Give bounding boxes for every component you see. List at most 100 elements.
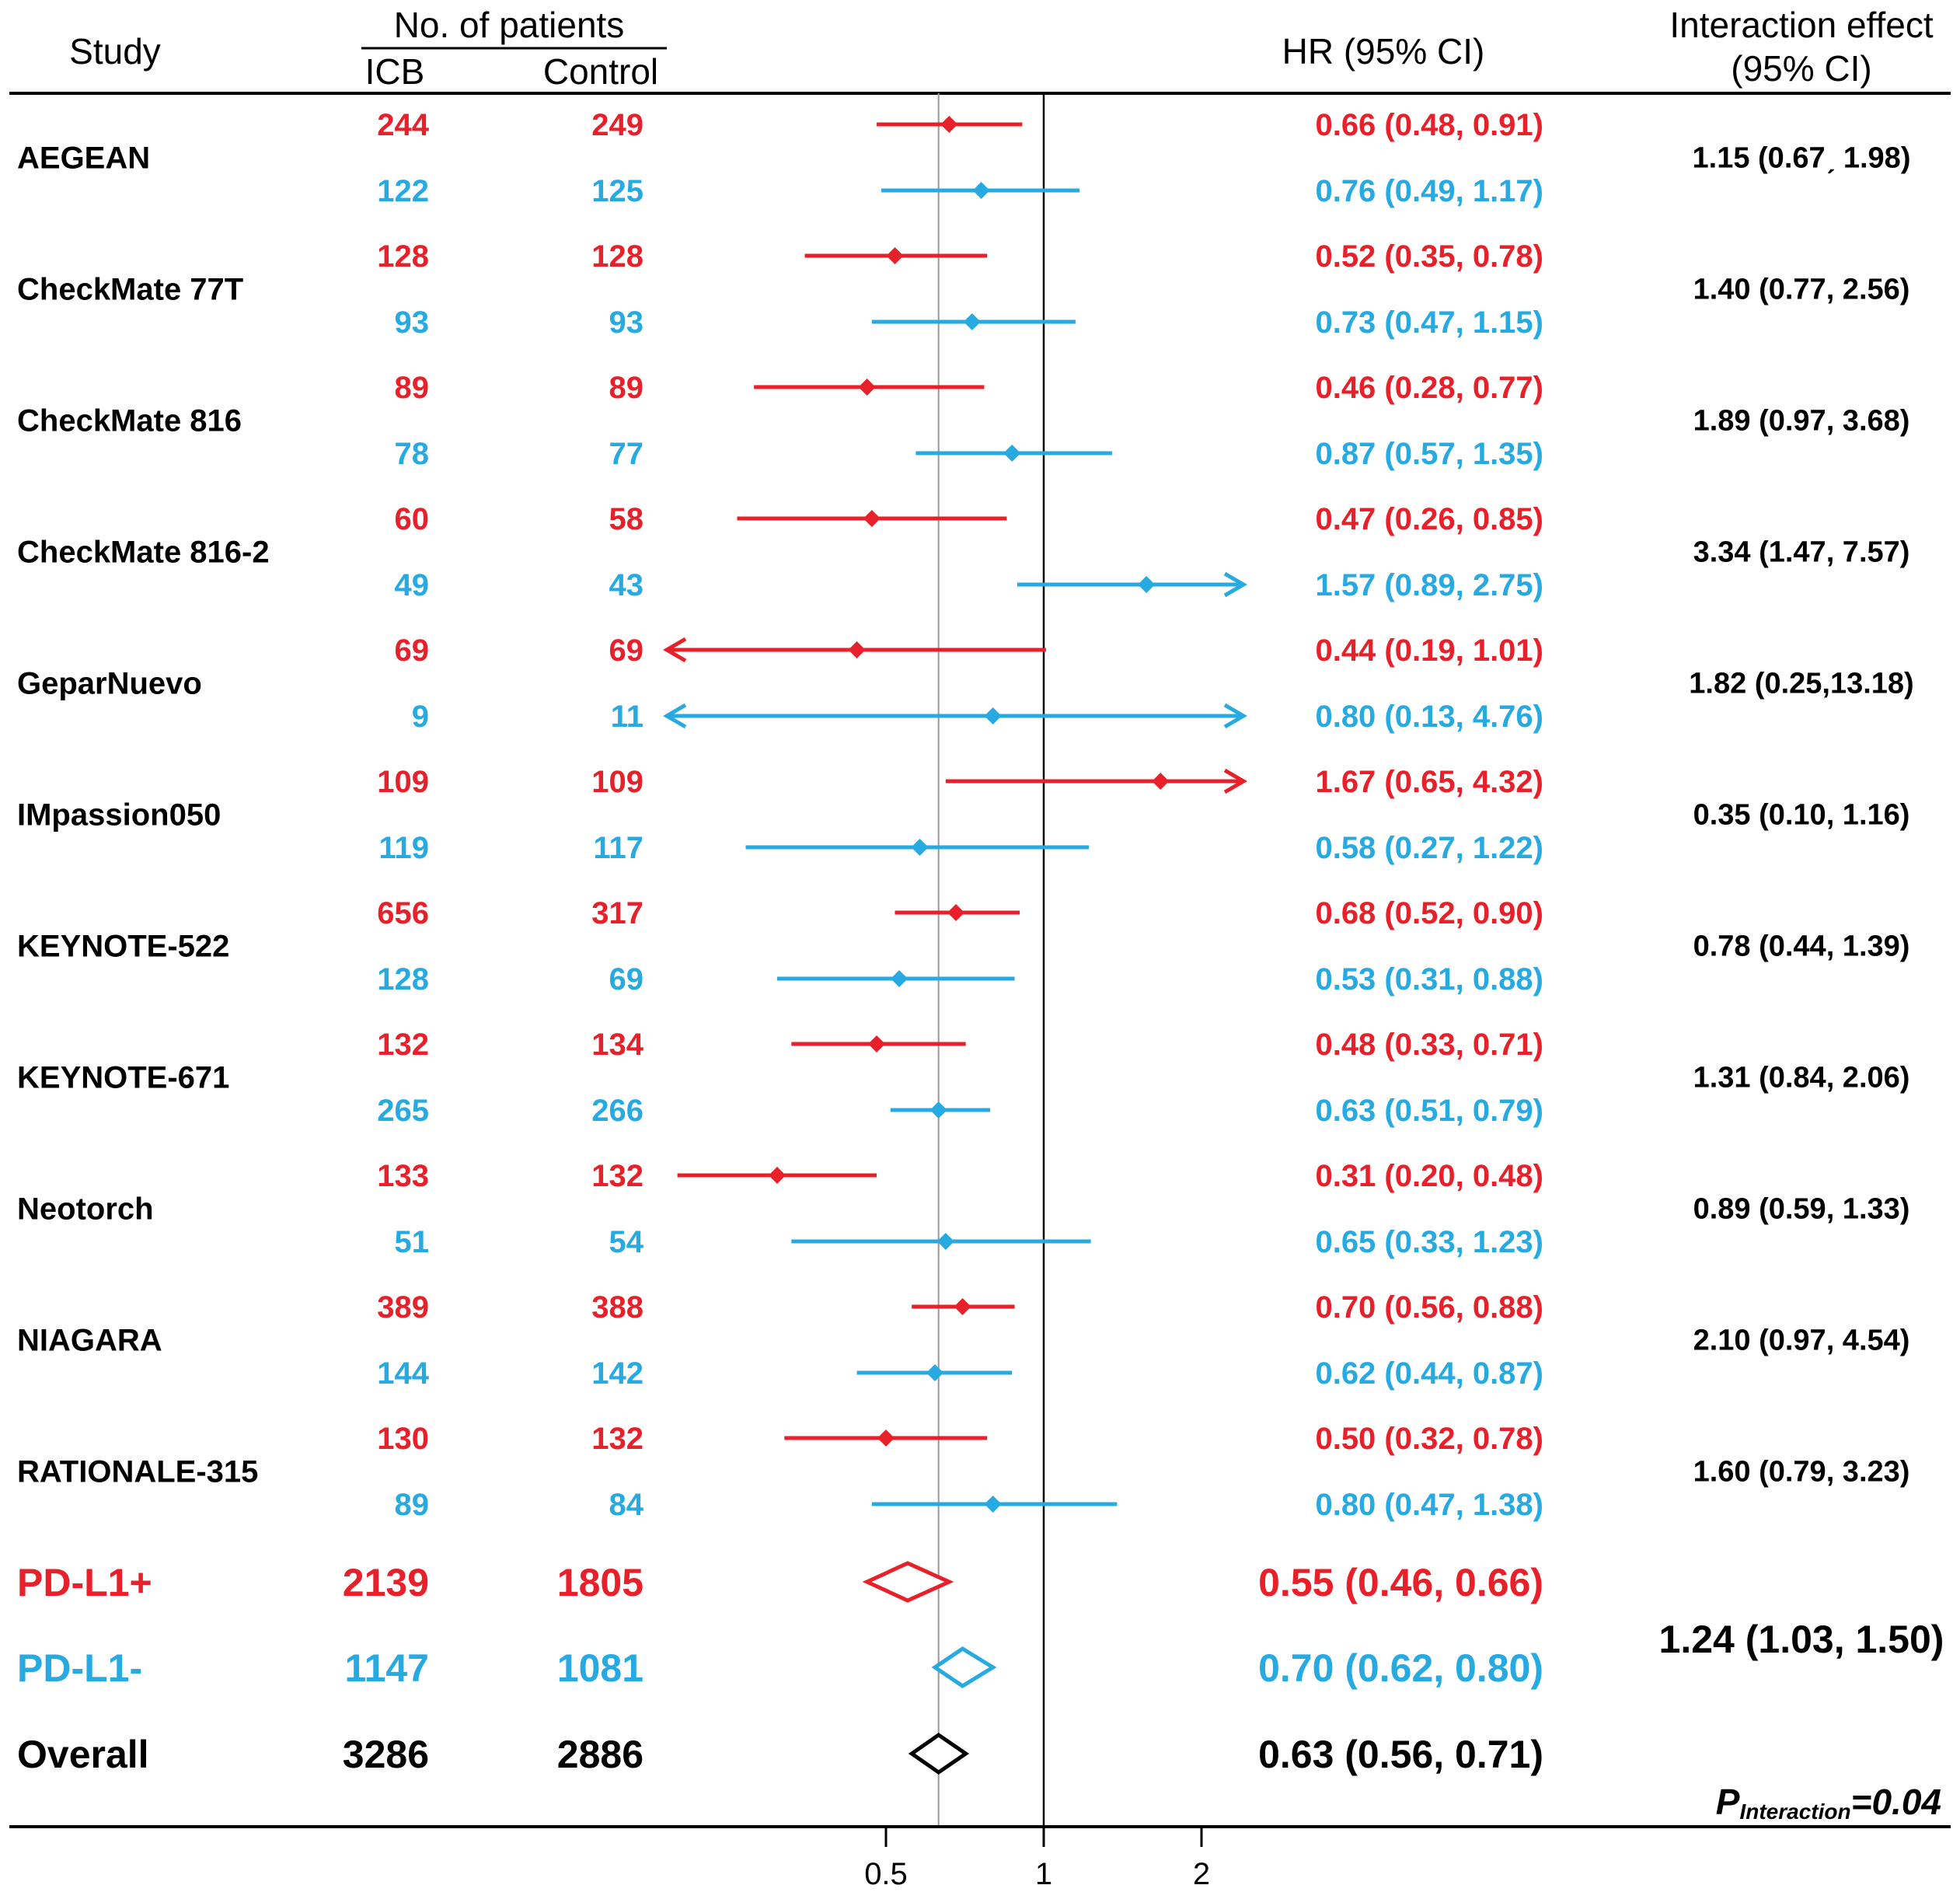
- neg-control-count: 125: [591, 174, 643, 208]
- study-name: KEYNOTE-522: [17, 930, 229, 964]
- neg-hr-label: 0.58 (0.27, 1.22): [1315, 831, 1543, 865]
- study-group: CheckMate 77T 1.40 (0.77, 2.56) 128 128 0.52…: [17, 239, 1909, 340]
- summary-diamond: [862, 1561, 954, 1603]
- neg-control-count: 69: [609, 962, 644, 997]
- neg-point-estimate: [984, 707, 1002, 724]
- neg-ci-arrow-right: [1223, 703, 1247, 729]
- summary-icb-count: 2139: [343, 1561, 429, 1604]
- icb-column-header: ICB: [365, 51, 425, 92]
- pos-control-count: 58: [609, 502, 644, 536]
- x-axis: 0.5 1 2: [864, 1827, 1210, 1891]
- study-name: KEYNOTE-671: [17, 1061, 229, 1095]
- neg-icb-count: 93: [395, 305, 430, 340]
- neg-ci-arrow-right: [1223, 571, 1247, 598]
- study-name: AEGEAN: [17, 141, 150, 176]
- study-name: IMpassion050: [17, 798, 221, 833]
- pos-point-estimate: [954, 1298, 971, 1315]
- summary-rows: PD-L1+ 2139 1805 0.55 (0.46, 0.66) PD-L1- 114…: [17, 1561, 1543, 1776]
- neg-hr-label: 0.65 (0.33, 1.23): [1315, 1225, 1543, 1259]
- pos-point-estimate: [848, 641, 866, 658]
- study-group: KEYNOTE-522 0.78 (0.44, 1.39) 656 317 0.68 (…: [17, 896, 1909, 997]
- x-tick-label: 2: [1193, 1857, 1210, 1891]
- neg-icb-count: 51: [395, 1225, 430, 1259]
- study-column-header: Study: [69, 31, 161, 72]
- pos-point-estimate: [940, 116, 958, 133]
- pos-icb-count: 130: [377, 1422, 429, 1456]
- pos-hr-label: 0.50 (0.32, 0.78): [1315, 1422, 1543, 1456]
- pos-point-estimate: [1152, 773, 1170, 790]
- interaction-effect: 1.31 (0.84, 2.06): [1693, 1062, 1910, 1094]
- neg-point-estimate: [911, 839, 929, 856]
- study-group: GeparNuevo 1.82 (0.25,13.18) 69 69 0.44 (0.1…: [17, 634, 1914, 734]
- summary-name: PD-L1-: [17, 1646, 142, 1690]
- neg-hr-label: 0.53 (0.31, 0.88): [1315, 962, 1543, 997]
- neg-point-estimate: [1138, 576, 1156, 593]
- summary-control-count: 1081: [557, 1646, 643, 1690]
- study-group: RATIONALE-315 1.60 (0.79, 3.23) 130 132 0.50…: [17, 1422, 1909, 1522]
- pos-point-estimate: [863, 510, 881, 527]
- pos-hr-label: 0.70 (0.56, 0.88): [1315, 1290, 1543, 1325]
- neg-icb-count: 265: [377, 1094, 429, 1128]
- pos-control-count: 69: [609, 634, 644, 668]
- x-tick-label: 0.5: [864, 1857, 908, 1891]
- summary-name: Overall: [17, 1733, 149, 1776]
- study-rows: AEGEAN 1.15 (0.67ˏ 1.98) 244 249 0.66 (0.48,…: [17, 108, 1914, 1522]
- pos-hr-label: 0.31 (0.20, 0.48): [1315, 1159, 1543, 1193]
- summary-diamond: [908, 1732, 970, 1775]
- pos-control-count: 388: [591, 1290, 643, 1325]
- neg-hr-label: 0.87 (0.57, 1.35): [1315, 437, 1543, 471]
- study-name: CheckMate 77T: [17, 273, 243, 307]
- pos-point-estimate: [868, 1035, 886, 1052]
- study-name: Neotorch: [17, 1192, 154, 1227]
- neg-control-count: 77: [609, 437, 644, 471]
- study-name: NIAGARA: [17, 1324, 162, 1358]
- summary-icb-count: 1147: [345, 1646, 429, 1690]
- study-group: KEYNOTE-671 1.31 (0.84, 2.06) 132 134 0.48 (…: [17, 1028, 1909, 1128]
- neg-control-count: 84: [609, 1488, 644, 1522]
- neg-icb-count: 119: [378, 831, 429, 865]
- pos-icb-count: 109: [377, 765, 429, 799]
- neg-ci-arrow-left: [663, 703, 687, 729]
- neg-point-estimate: [984, 1496, 1002, 1513]
- study-name: RATIONALE-315: [17, 1455, 258, 1489]
- pooled-interaction-value: 1.24 (1.03, 1.50): [1659, 1618, 1944, 1661]
- neg-icb-count: 9: [412, 700, 429, 734]
- neg-control-count: 117: [593, 831, 643, 865]
- study-group: CheckMate 816 1.89 (0.97, 3.68) 89 89 0.46 (…: [17, 371, 1909, 471]
- summary-group: PD-L1+ 2139 1805 0.55 (0.46, 0.66): [17, 1561, 1543, 1604]
- summary-name: PD-L1+: [17, 1561, 152, 1604]
- neg-control-count: 11: [611, 700, 643, 734]
- interaction-effect: 0.35 (0.10, 1.16): [1693, 799, 1910, 832]
- pos-point-estimate: [947, 904, 965, 921]
- pos-hr-label: 0.68 (0.52, 0.90): [1315, 896, 1543, 930]
- summary-diamond: [931, 1646, 997, 1688]
- neg-point-estimate: [972, 182, 990, 199]
- pos-hr-label: 0.52 (0.35, 0.78): [1315, 239, 1543, 274]
- control-column-header: Control: [543, 51, 658, 92]
- neg-icb-count: 78: [395, 437, 430, 471]
- neg-point-estimate: [891, 970, 909, 987]
- summary-group: PD-L1- 1147 1081 0.70 (0.62, 0.80): [17, 1646, 1543, 1690]
- pos-icb-count: 133: [377, 1159, 429, 1193]
- neg-point-estimate: [1003, 445, 1021, 462]
- interaction-header-line2: (95% CI): [1731, 48, 1871, 89]
- pos-hr-label: 0.44 (0.19, 1.01): [1315, 634, 1543, 668]
- summary-control-count: 2886: [557, 1733, 643, 1776]
- interaction-effect: 0.78 (0.44, 1.39): [1693, 930, 1910, 963]
- pos-point-estimate: [877, 1429, 895, 1447]
- interaction-effect: 1.60 (0.79, 3.23): [1693, 1456, 1910, 1489]
- interaction-header-line1: Interaction effect: [1669, 5, 1933, 45]
- neg-control-count: 54: [609, 1225, 644, 1259]
- pos-icb-count: 69: [395, 634, 430, 668]
- study-group: NIAGARA 2.10 (0.97, 4.54) 389 388 0.70 (0.56…: [17, 1290, 1909, 1391]
- neg-hr-label: 0.80 (0.13, 4.76): [1315, 700, 1543, 734]
- x-tick-label: 1: [1035, 1857, 1052, 1891]
- pos-control-count: 89: [609, 371, 644, 405]
- summary-hr-label: 0.70 (0.62, 0.80): [1258, 1646, 1543, 1690]
- interaction-effect: 1.15 (0.67ˏ 1.98): [1693, 142, 1911, 175]
- pos-point-estimate: [858, 379, 876, 396]
- summary-control-count: 1805: [557, 1561, 643, 1604]
- neg-control-count: 93: [609, 305, 644, 340]
- interaction-effect: 3.34 (1.47, 7.57): [1693, 536, 1910, 569]
- neg-hr-label: 0.73 (0.47, 1.15): [1315, 305, 1543, 340]
